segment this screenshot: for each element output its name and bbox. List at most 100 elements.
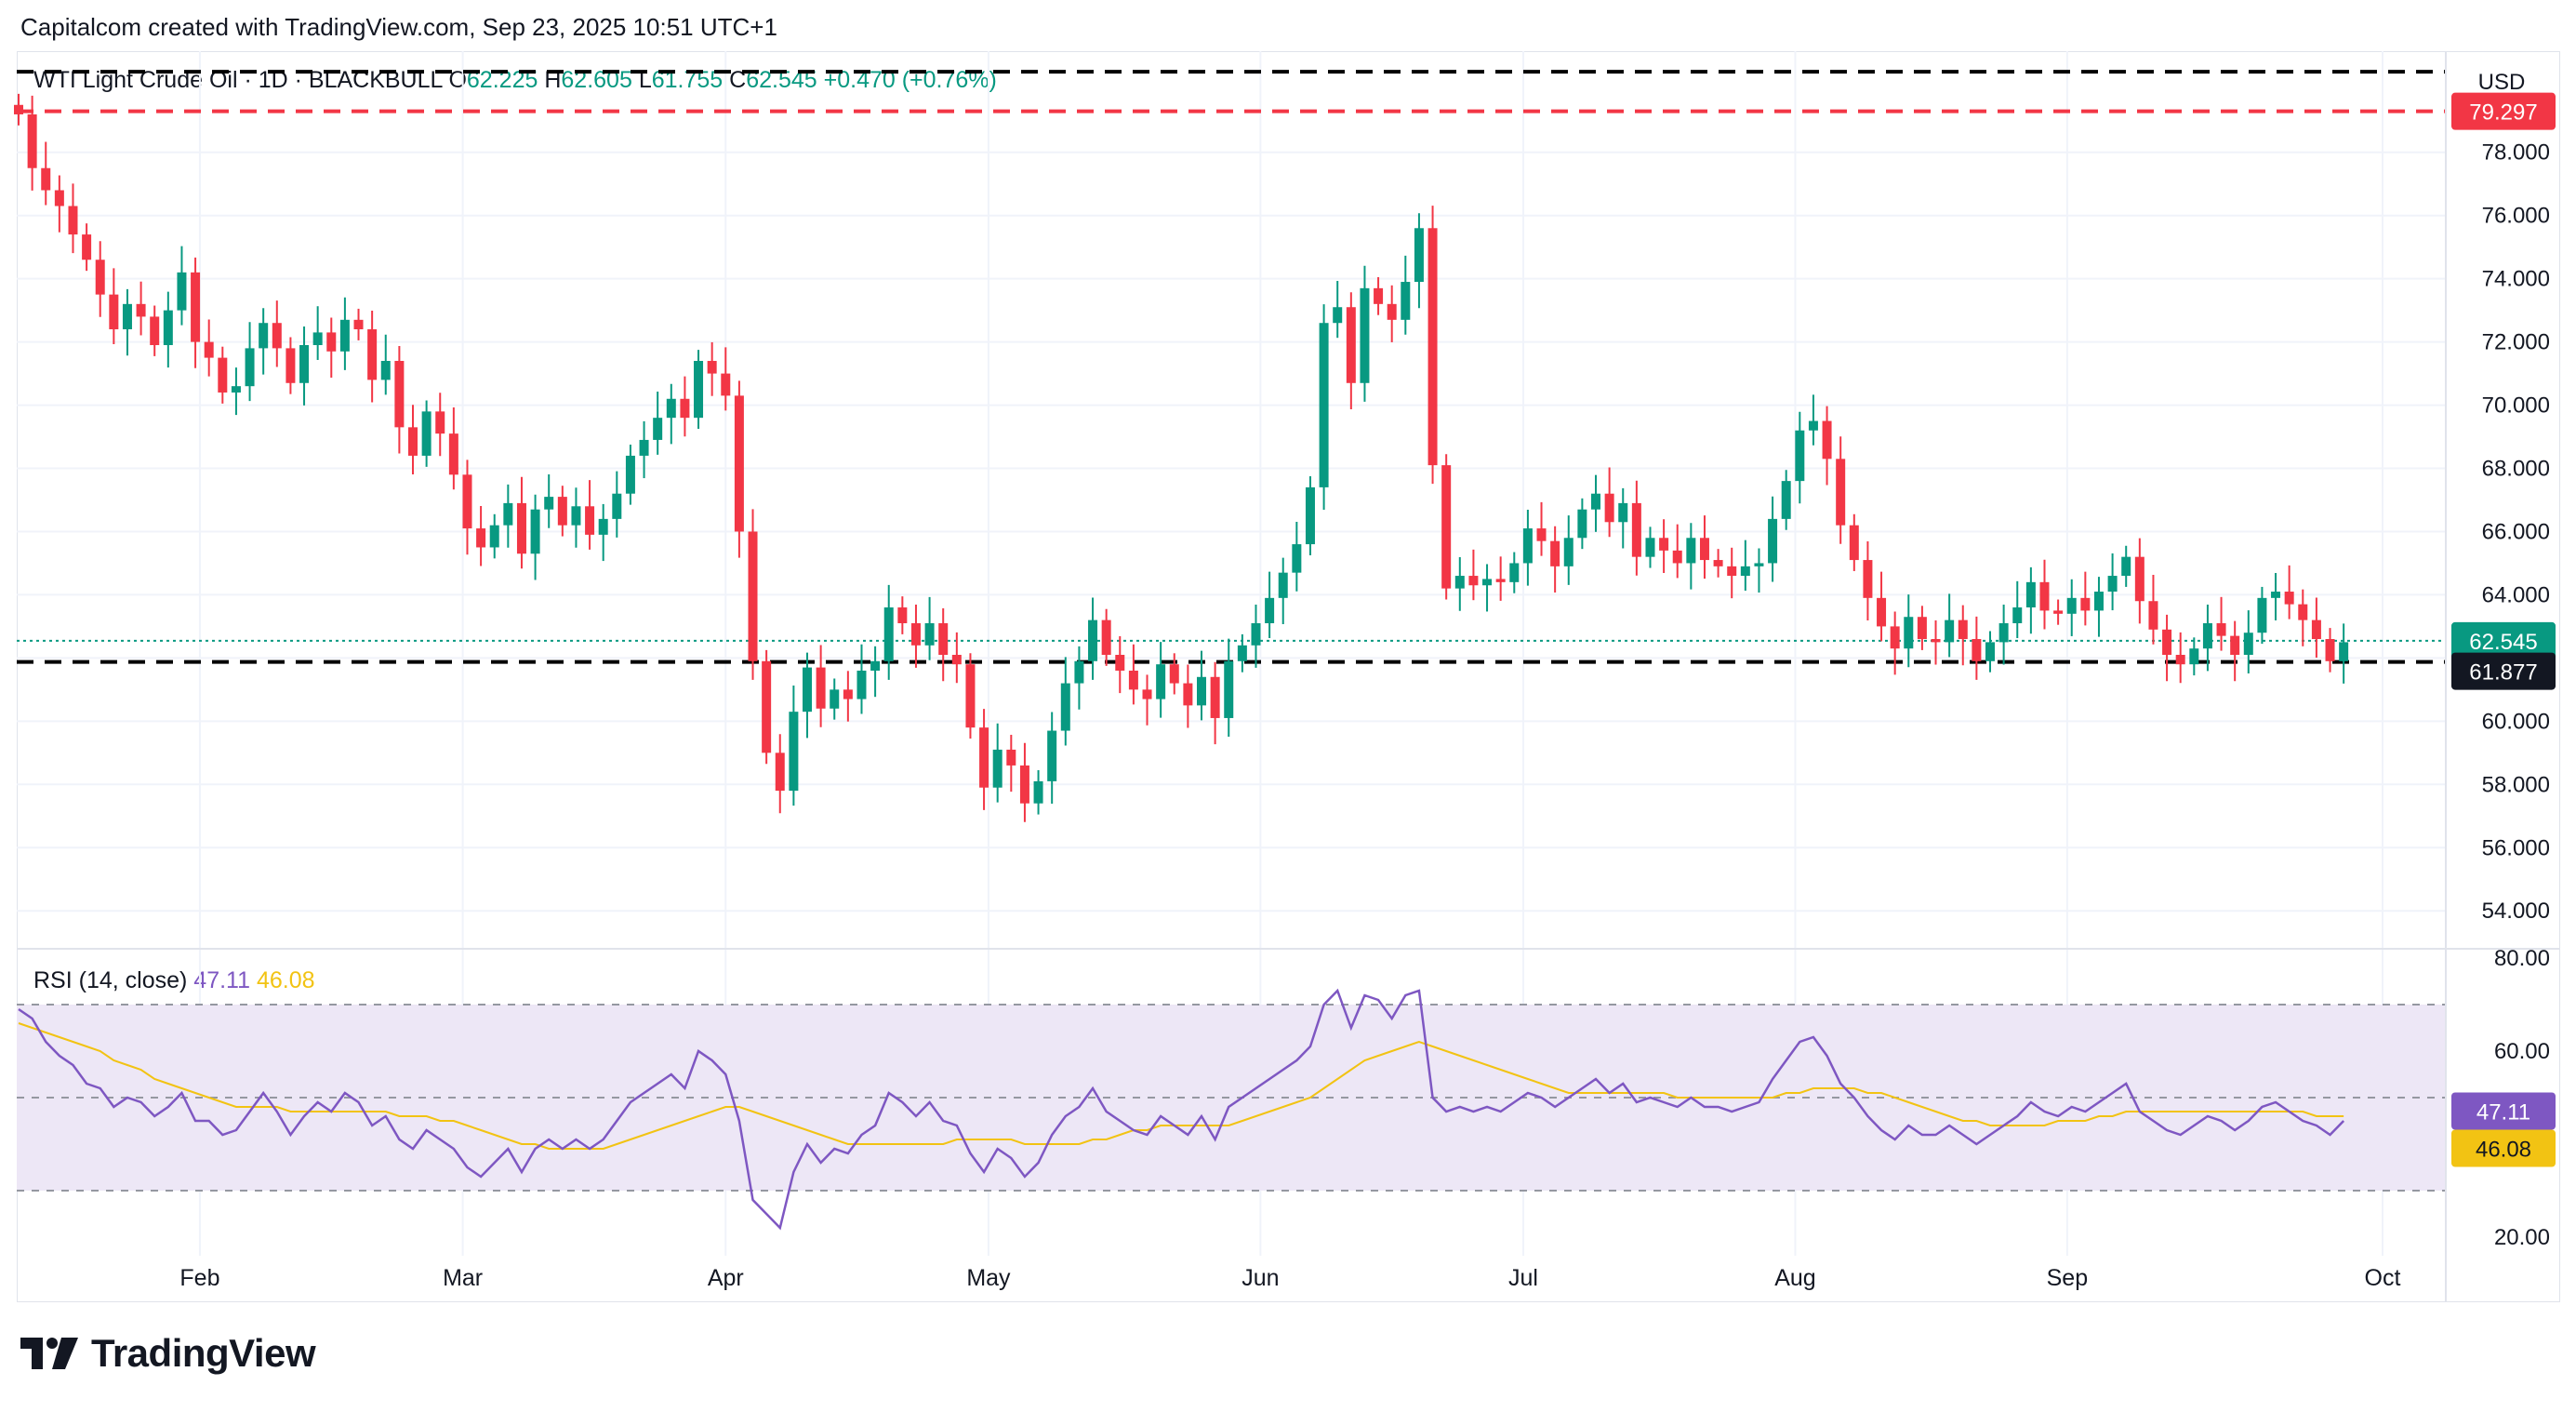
- candle-body: [1265, 597, 1275, 624]
- candle-body: [1550, 540, 1560, 566]
- candle-body: [41, 167, 51, 191]
- candle-body: [1495, 579, 1506, 582]
- candle-body: [462, 474, 472, 529]
- candle-body: [367, 329, 378, 380]
- candle-body: [1754, 563, 1764, 566]
- candle-body: [353, 319, 364, 330]
- candle-body: [1822, 420, 1832, 460]
- candle-body: [734, 395, 744, 532]
- badge-level-bg: [2451, 652, 2556, 690]
- candle-body: [585, 506, 595, 535]
- rsi-series-line: [18, 988, 2345, 1231]
- rsi-series: [18, 988, 2345, 1231]
- candle-body: [897, 607, 908, 624]
- candle-body: [1904, 617, 1914, 649]
- candle-body: [1333, 307, 1343, 324]
- candle-body: [1319, 323, 1329, 487]
- candle-body: [1088, 619, 1098, 661]
- badge-rsi-bg: [2451, 1092, 2556, 1130]
- candle-body: [421, 411, 432, 456]
- candle-body: [1346, 307, 1356, 383]
- candle-body: [1699, 538, 1709, 561]
- candle-body: [1019, 765, 1029, 804]
- candle-body: [1414, 228, 1424, 283]
- badge-last-bg: [2451, 621, 2556, 659]
- candle-body: [653, 418, 663, 440]
- rsi-title[interactable]: RSI (14, close): [33, 967, 188, 993]
- candle-body: [1360, 287, 1370, 383]
- candle-body: [1686, 538, 1696, 564]
- candle-body: [1863, 560, 1873, 598]
- candle-body: [1945, 619, 1955, 643]
- currency-label[interactable]: USD: [2478, 70, 2526, 95]
- rsi-value: 47.11: [193, 967, 251, 993]
- candle-body: [150, 316, 160, 346]
- candle-body: [1305, 486, 1315, 545]
- badge-79-bg: [2451, 92, 2556, 130]
- candle-body: [448, 433, 458, 475]
- candle-body: [979, 727, 989, 788]
- candle-body: [122, 303, 132, 330]
- candle-body: [1645, 538, 1655, 557]
- candle-body: [326, 332, 337, 352]
- candle-body: [598, 518, 608, 535]
- price-tick-label: 74.000: [2482, 267, 2550, 292]
- candle-body: [883, 607, 894, 661]
- candle-body: [2175, 654, 2185, 665]
- candle-body: [789, 712, 799, 792]
- candle-body: [136, 303, 146, 317]
- candle-body: [2325, 639, 2335, 661]
- price-tick-label: 68.000: [2482, 457, 2550, 482]
- candle-body: [1183, 683, 1193, 706]
- candle-body: [1877, 597, 1887, 627]
- candle-body: [1509, 563, 1520, 582]
- candle-body: [489, 525, 499, 548]
- badge-rsi: 47.11: [2451, 1092, 2556, 1130]
- candle-body: [870, 660, 881, 671]
- candle-body: [775, 753, 785, 792]
- candle-body: [830, 689, 840, 709]
- candle-body: [992, 749, 1003, 788]
- candle-body: [2066, 597, 2077, 614]
- candle-body: [1006, 749, 1016, 766]
- candle-body: [843, 689, 853, 699]
- candle-body: [1197, 676, 1207, 706]
- high-value: 62.605: [561, 67, 632, 93]
- candle-body: [231, 386, 241, 393]
- candle-body: [2216, 623, 2226, 636]
- candle-body: [1849, 525, 1859, 561]
- candle-body: [299, 345, 310, 383]
- candle-body: [1468, 576, 1479, 586]
- candle-body: [965, 664, 976, 728]
- candlesticks: [14, 93, 2349, 822]
- candle-body: [2121, 556, 2131, 577]
- badge-rsi-ma-bg: [2451, 1129, 2556, 1167]
- candle-body: [721, 373, 731, 396]
- candle-body: [272, 323, 282, 349]
- candle-body: [2284, 592, 2294, 605]
- candle-body: [924, 623, 935, 646]
- candle-body: [339, 319, 350, 352]
- rsi-tick-label: 80.00: [2494, 946, 2550, 971]
- candle-body: [1672, 550, 1682, 564]
- candle-body: [285, 348, 296, 383]
- tradingview-logo[interactable]: TradingView: [20, 1330, 316, 1377]
- candle-body: [259, 323, 269, 349]
- price-badges: 79.297 62.545 61.877 47.11 46.08: [2451, 92, 2556, 1167]
- badge-rsi-label: 47.11: [2476, 1100, 2530, 1126]
- candle-body: [1618, 502, 1628, 523]
- candle-body: [2080, 597, 2091, 611]
- price-tick-label: 66.000: [2482, 519, 2550, 544]
- price-tick-label: 70.000: [2482, 393, 2550, 419]
- price-tick-label: 58.000: [2482, 772, 2550, 797]
- price-tick-label: 60.000: [2482, 709, 2550, 734]
- candle-body: [2257, 597, 2267, 633]
- candle-body: [748, 531, 758, 661]
- candle-body: [938, 623, 949, 655]
- candle-body: [394, 360, 405, 428]
- candle-body: [680, 398, 690, 419]
- candle-body: [1427, 228, 1438, 466]
- candle-body: [1237, 645, 1247, 661]
- candle-body: [2025, 581, 2036, 608]
